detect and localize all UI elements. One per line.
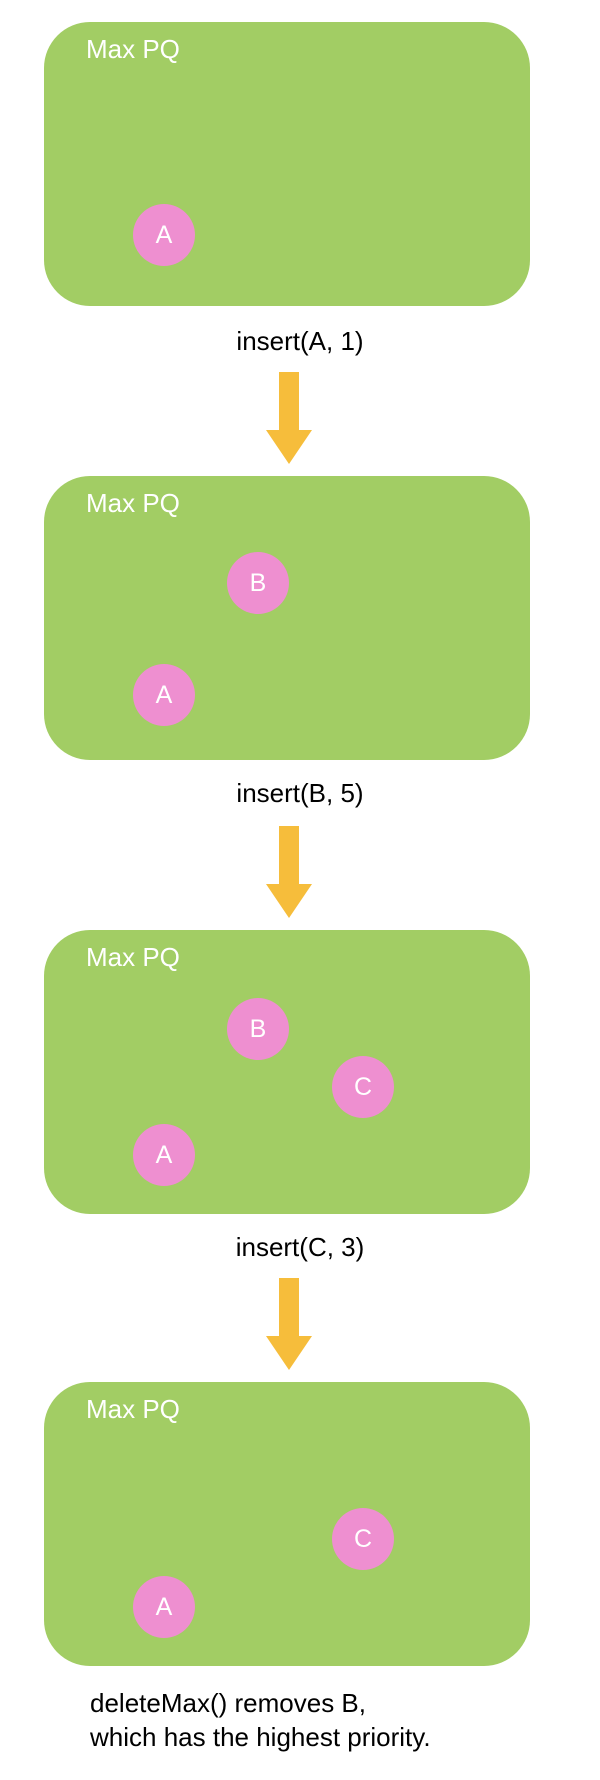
node-a: A (133, 664, 195, 726)
note-line-1: deleteMax() removes B, (90, 1688, 366, 1718)
node-c: C (332, 1508, 394, 1570)
down-arrow-icon (266, 1278, 312, 1370)
node-b: B (227, 998, 289, 1060)
node-a: A (133, 1124, 195, 1186)
pq-title: Max PQ (86, 34, 180, 64)
max-pq-box-3: Max PQ B C A (44, 930, 530, 1214)
down-arrow-icon (266, 826, 312, 918)
note-line-2: which has the highest priority. (90, 1722, 431, 1752)
pq-title: Max PQ (86, 488, 180, 518)
delete-max-note: deleteMax() removes B, which has the hig… (90, 1686, 431, 1754)
node-b: B (227, 552, 289, 614)
max-pq-box-4: Max PQ C A (44, 1382, 530, 1666)
pq-title: Max PQ (86, 942, 180, 972)
node-a: A (133, 1576, 195, 1638)
operation-label-3: insert(C, 3) (235, 1232, 365, 1262)
max-pq-box-2: Max PQ B A (44, 476, 530, 760)
operation-label-2: insert(B, 5) (236, 778, 364, 808)
node-c: C (332, 1056, 394, 1118)
pq-title: Max PQ (86, 1394, 180, 1424)
node-a: A (133, 204, 195, 266)
max-pq-box-1: Max PQ A (44, 22, 530, 306)
operation-label-1: insert(A, 1) (236, 326, 364, 356)
down-arrow-icon (266, 372, 312, 464)
